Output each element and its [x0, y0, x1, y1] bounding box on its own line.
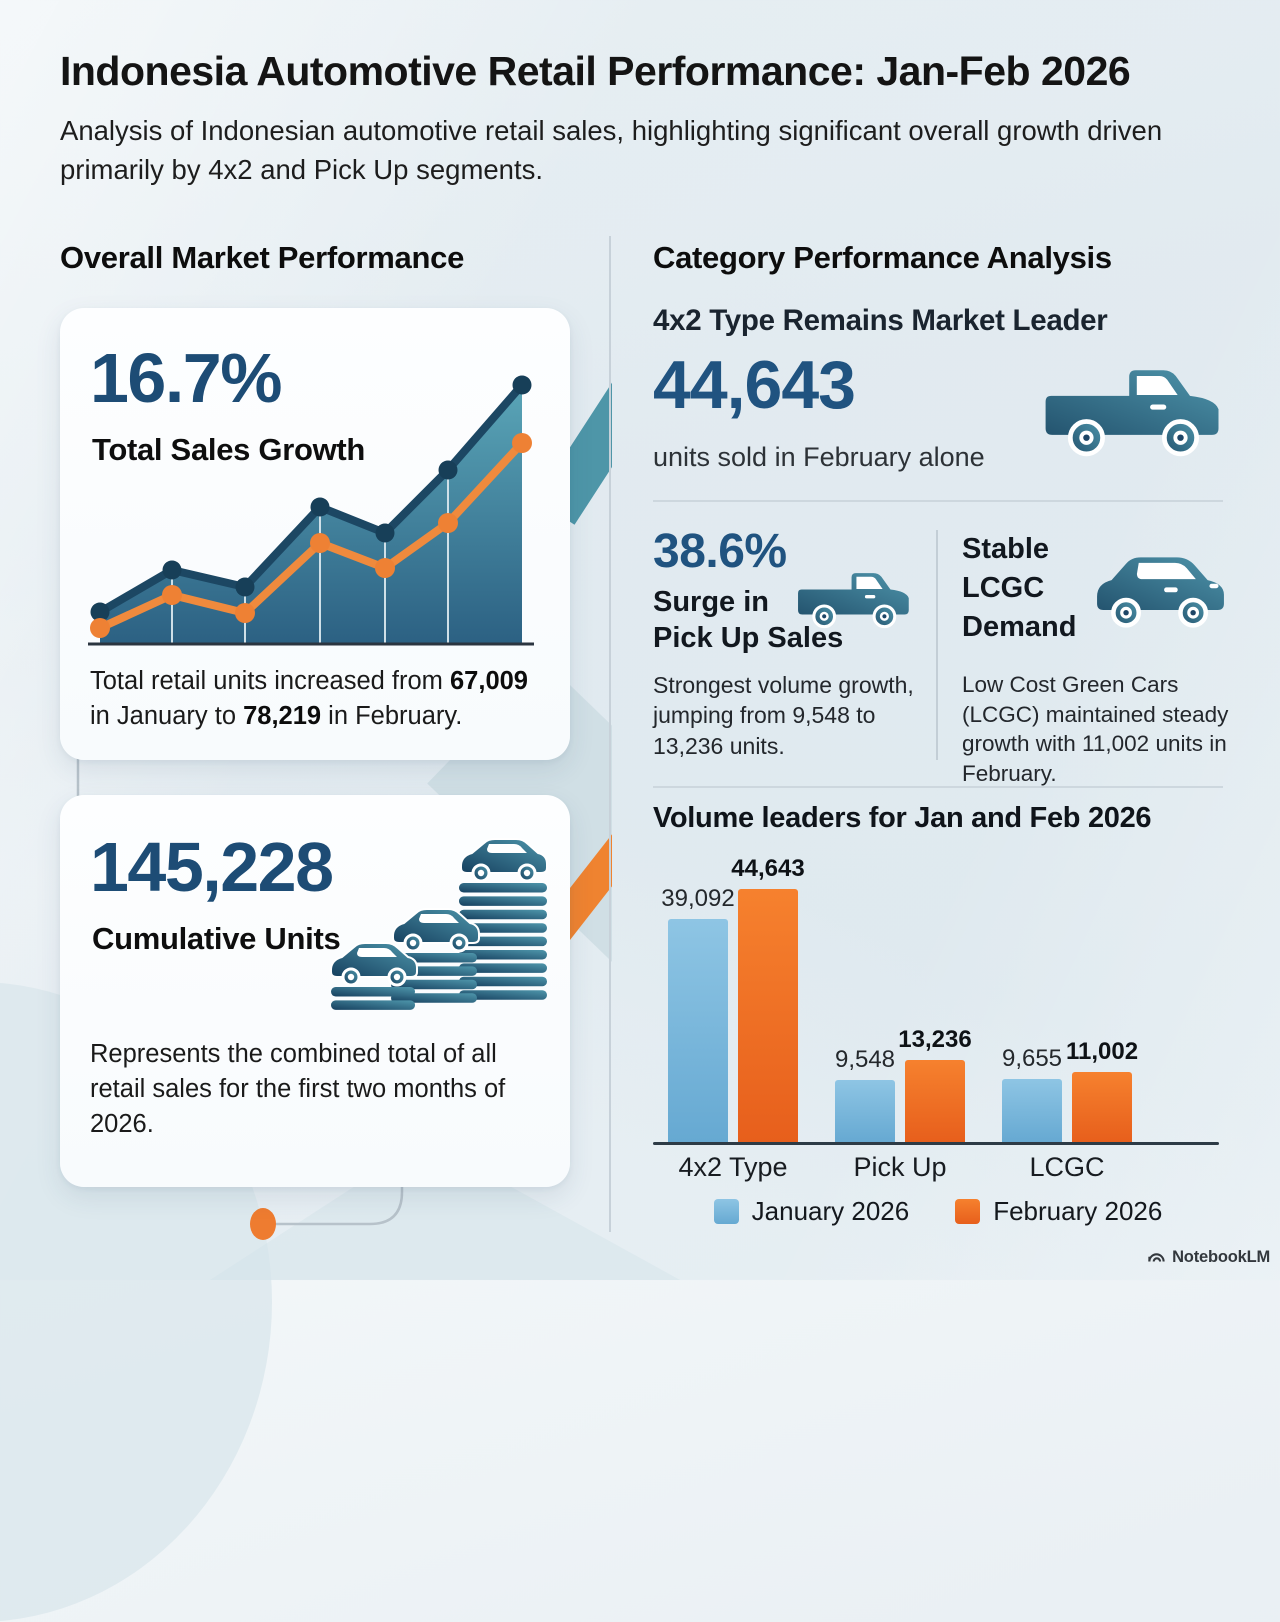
total-sales-growth-desc: Total retail units increased from 67,009… — [90, 667, 528, 731]
bar-january-2026-4x2-type: 39,092 — [661, 885, 735, 1142]
bar-january-2026-lcgc: 9,655 — [1002, 1045, 1062, 1142]
bar-category-label-lcgc: LCGC — [1029, 1152, 1105, 1182]
total-sales-growth-stat: 16.7% — [90, 339, 282, 417]
lcgc-car-icon — [1097, 557, 1224, 628]
pickup-surge-desc: Strongest volume growth, jumping from 9,… — [653, 672, 914, 759]
bar-category-label-4x2-type: 4x2 Type — [678, 1152, 788, 1182]
legend-label: February 2026 — [993, 1196, 1163, 1226]
leader-block-title: 4x2 Type Remains Market Leader — [653, 304, 1108, 337]
legend-label: January 2026 — [751, 1196, 910, 1226]
pickup-surge-stat: 38.6% — [653, 525, 787, 578]
legend-item-february-2026: February 2026 — [955, 1196, 1162, 1227]
divider-horizontal-2 — [653, 786, 1223, 788]
bar-value-label: 39,092 — [661, 885, 735, 913]
bar-chart-legend: January 2026 February 2026 — [653, 1196, 1223, 1227]
bar-chart-axis — [653, 1142, 1219, 1145]
bar-value-label: 44,643 — [731, 855, 805, 882]
lcgc-block-title: Stable LCGC Demand — [962, 533, 1077, 644]
bar-chart-category-labels: 4x2 Type Pick Up LCGC — [668, 1152, 1132, 1183]
bar-rect — [1072, 1072, 1132, 1142]
notebooklm-logo-icon — [1148, 1253, 1165, 1262]
legend-swatch — [713, 1199, 739, 1224]
total-sales-growth-card: 16.7% Total Sales Growth Total retail un… — [60, 308, 570, 760]
divider-horizontal-1 — [653, 500, 1223, 502]
watermark-label: NotebookLM — [1172, 1248, 1270, 1266]
volume-leaders-bar-chart: 39,092 44,643 9,548 13,236 9,655 11,002 — [653, 846, 1223, 1145]
bar-value-label: 11,002 — [1065, 1038, 1139, 1066]
bar-january-2026-pick-up: 9,548 — [835, 1046, 895, 1142]
legend-item-january-2026: January 2026 — [713, 1196, 910, 1227]
bar-rect — [835, 1080, 895, 1142]
bar-rect — [668, 919, 728, 1142]
total-sales-growth-label: Total Sales Growth — [92, 432, 366, 467]
bar-category-label-pick-up: Pick Up — [853, 1152, 947, 1182]
leader-stat-label: units sold in February alone — [653, 442, 985, 472]
bar-group-lcgc: 9,655 11,002 — [1002, 1038, 1138, 1142]
column-divider — [609, 236, 611, 1232]
pickup-surge-title: Surge in Pick Up Sales — [653, 586, 844, 655]
bar-february-2026-4x2-type: 44,643 — [731, 855, 805, 1142]
bar-group-pick-up: 9,548 13,236 — [835, 1026, 972, 1142]
watermark: NotebookLM — [1147, 1248, 1270, 1267]
bar-value-label: 9,655 — [1001, 1045, 1063, 1073]
section-header-overall-market: Overall Market Performance — [60, 240, 465, 275]
connector-node-orange — [250, 1208, 276, 1240]
legend-swatch — [955, 1199, 981, 1224]
growth-trend-chart — [88, 375, 534, 646]
lcgc-desc: Low Cost Green Cars (LCGC) maintained st… — [962, 672, 1229, 787]
bar-february-2026-pick-up: 13,236 — [898, 1026, 972, 1142]
leader-stat: 44,643 — [653, 347, 856, 423]
page-title: Indonesia Automotive Retail Performance:… — [60, 48, 1131, 94]
bar-chart-title: Volume leaders for Jan and Feb 2026 — [653, 802, 1152, 834]
bar-rect — [738, 889, 798, 1142]
bar-february-2026-lcgc: 11,002 — [1066, 1038, 1138, 1142]
cumulative-units-stat: 145,228 — [90, 828, 334, 906]
bar-rect — [1002, 1079, 1062, 1142]
pickup-truck-icon — [1045, 370, 1219, 457]
cumulative-units-desc: Represents the combined total of all ret… — [90, 1040, 506, 1139]
bar-value-label: 13,236 — [898, 1026, 972, 1053]
bar-value-label: 9,548 — [834, 1046, 896, 1073]
bar-group-4x2-type: 39,092 44,643 — [661, 855, 805, 1142]
pickup-truck-small-icon — [798, 573, 909, 629]
cumulative-units-label: Cumulative Units — [92, 921, 341, 956]
divider-vertical-mid — [936, 530, 938, 760]
cumulative-units-card: 145,228 Cumulative Units — [60, 795, 570, 1187]
page-subtitle: Analysis of Indonesian automotive retail… — [60, 115, 1163, 185]
car-stacks-icon — [329, 837, 549, 1010]
bar-rect — [905, 1060, 965, 1142]
section-header-category-analysis: Category Performance Analysis — [653, 240, 1112, 275]
